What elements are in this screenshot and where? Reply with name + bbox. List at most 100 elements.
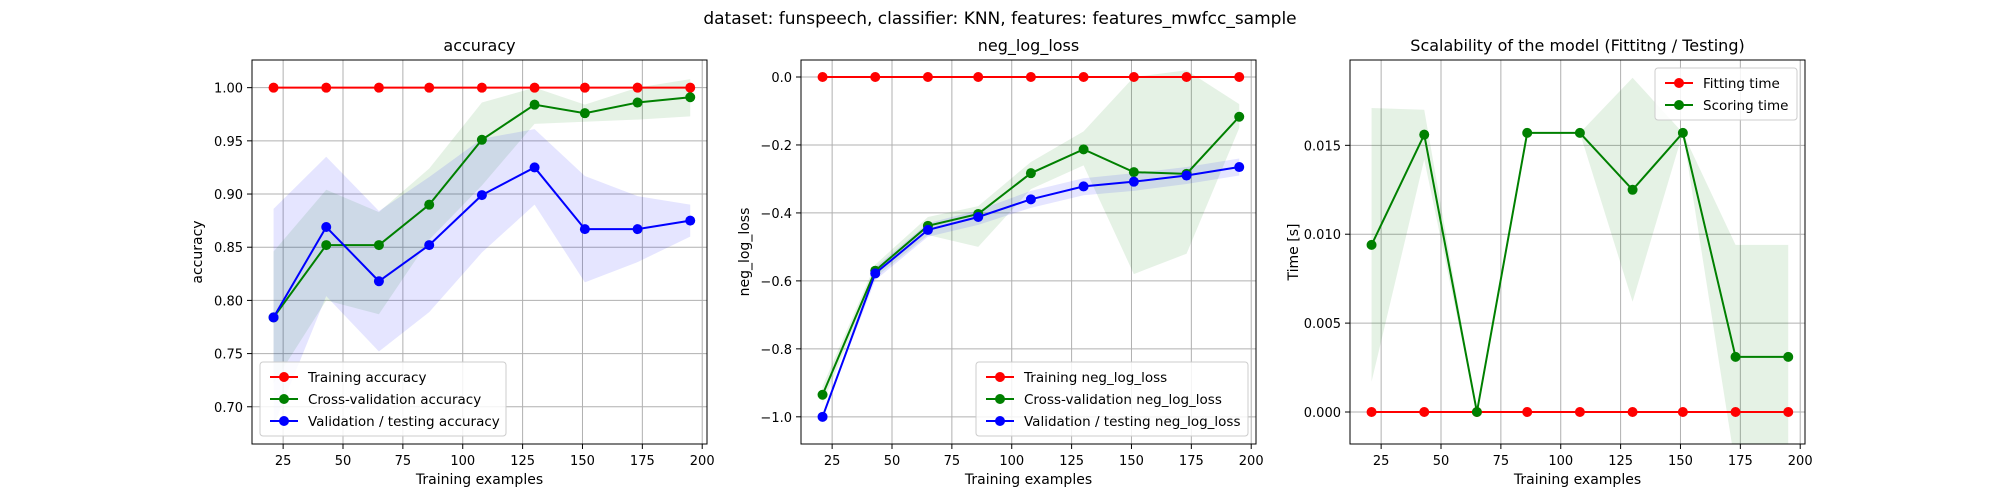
data-point	[1078, 71, 1089, 82]
x-tick-label: 125	[1608, 454, 1633, 469]
data-point	[632, 82, 643, 93]
x-axis-label: Training examples	[964, 472, 1092, 488]
data-point	[817, 389, 828, 400]
x-tick-label: 50	[884, 454, 901, 469]
data-point	[373, 240, 384, 251]
legend-marker	[279, 372, 289, 382]
figure-suptitle: dataset: funspeech, classifier: KNN, fea…	[703, 9, 1296, 29]
x-tick-label: 150	[570, 454, 595, 469]
data-point	[1419, 407, 1430, 417]
data-point	[1025, 168, 1036, 179]
data-point	[870, 71, 881, 82]
data-point	[1677, 407, 1688, 417]
data-point	[1181, 170, 1192, 181]
chart-panel-3: 25 50 75 100 125 150 175 200 0.000 0.005 0.010 0.01…	[1286, 36, 1813, 488]
x-tick-label: 75	[944, 454, 961, 469]
x-tick-label: 50	[1433, 454, 1450, 469]
band-1	[273, 79, 691, 384]
x-tick-label: 175	[1728, 454, 1753, 469]
legend-entry-label: Cross-validation accuracy	[308, 392, 481, 408]
data-point	[1783, 351, 1794, 362]
data-point	[1078, 181, 1089, 192]
data-point	[1025, 194, 1036, 205]
data-point	[373, 276, 384, 287]
band-1	[1371, 77, 1789, 444]
data-point	[1128, 167, 1139, 178]
data-point	[321, 240, 332, 251]
data-point	[1181, 71, 1192, 82]
x-tick-label: 75	[395, 454, 412, 469]
y-tick-label: −1.0	[760, 411, 792, 426]
legend-marker	[1674, 100, 1684, 110]
data-point	[268, 312, 279, 323]
legend-entry-label: Cross-validation neg_log_loss	[1024, 392, 1222, 408]
data-point	[1677, 127, 1688, 138]
data-point	[476, 134, 487, 145]
x-tick-label: 200	[1239, 454, 1264, 469]
legend: Training neg_log_loss Cross-validation ne…	[975, 361, 1249, 437]
legend-entry-label: Validation / testing neg_log_loss	[1024, 414, 1240, 430]
y-tick-label: 0.90	[214, 188, 243, 203]
y-tick-label: 0.000	[1304, 406, 1341, 421]
x-tick-label: 175	[1179, 454, 1204, 469]
data-point	[1471, 407, 1482, 417]
x-tick-label: 150	[1119, 454, 1144, 469]
data-point	[424, 199, 435, 210]
legend-marker	[279, 394, 289, 404]
y-axis-label: Time [s]	[1286, 224, 1302, 282]
data-point	[1366, 239, 1377, 250]
data-point	[1627, 184, 1638, 195]
chart-title: accuracy	[443, 36, 515, 55]
x-axis-label: Training examples	[1513, 472, 1641, 488]
chart-panel-1: 25 50 75 100 125 150 175 200 0.70 0.75 0.80 0.85 0.9…	[190, 36, 715, 488]
data-point	[1574, 407, 1585, 417]
data-point	[1128, 176, 1139, 187]
y-tick-label: −0.8	[760, 343, 792, 358]
data-point	[685, 215, 696, 226]
x-tick-label: 50	[335, 454, 352, 469]
legend-entry-label: Scoring time	[1703, 98, 1788, 114]
data-point	[268, 82, 279, 93]
data-point	[579, 82, 590, 93]
legend-marker	[1674, 78, 1684, 88]
x-axis-label: Training examples	[415, 472, 543, 488]
data-point	[1522, 127, 1533, 138]
data-point	[579, 108, 590, 119]
legend: Training accuracy Cross-validation accura…	[259, 361, 507, 437]
axes-frame	[800, 59, 1257, 445]
legend-box	[1654, 67, 1798, 121]
legend-entry-label: Validation / testing accuracy	[308, 414, 500, 430]
data-point	[476, 190, 487, 201]
y-tick-label: 1.00	[214, 82, 243, 97]
data-point	[685, 92, 696, 103]
data-point	[1234, 162, 1245, 173]
y-tick-label: 0.0	[771, 71, 792, 86]
y-axis-label: accuracy	[190, 220, 206, 283]
chart-title: Scalability of the model (Fittitng / Tes…	[1410, 36, 1744, 55]
x-tick-label: 125	[510, 454, 535, 469]
data-point	[529, 99, 540, 110]
legend-marker	[995, 372, 1005, 382]
data-point	[1025, 71, 1036, 82]
y-tick-label: 0.80	[214, 294, 243, 309]
data-point	[817, 411, 828, 422]
y-tick-label: 0.005	[1304, 317, 1341, 332]
data-point	[1128, 71, 1139, 82]
data-point	[476, 82, 487, 93]
band-2	[273, 129, 691, 426]
x-tick-label: 150	[1668, 454, 1693, 469]
x-tick-label: 25	[275, 454, 292, 469]
y-tick-label: 0.75	[214, 348, 243, 363]
data-point	[1522, 407, 1533, 417]
data-point	[685, 82, 696, 93]
x-tick-label: 100	[1548, 454, 1573, 469]
data-point	[424, 240, 435, 251]
axes-frame	[251, 59, 708, 445]
data-point	[1234, 71, 1245, 82]
data-point	[1730, 351, 1741, 362]
legend-box	[259, 361, 507, 437]
legend-marker	[995, 394, 1005, 404]
data-point	[632, 97, 643, 108]
data-point	[973, 71, 984, 82]
